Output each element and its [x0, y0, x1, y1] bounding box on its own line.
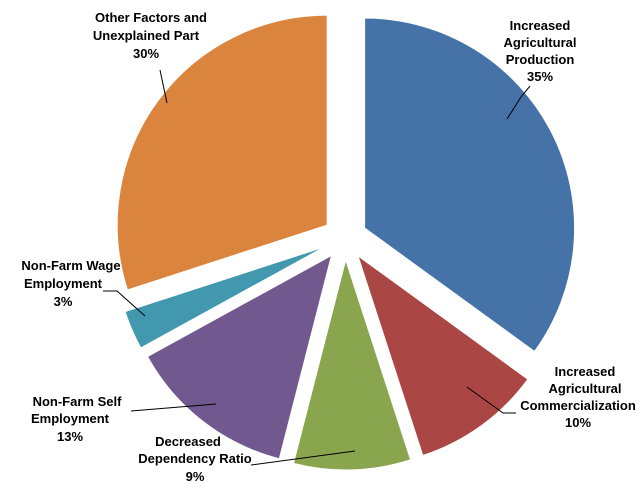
labels-layer: IncreasedAgriculturalProduction35%Increa…	[21, 10, 635, 484]
slice-name-label: Employment	[24, 276, 103, 291]
leader-line	[466, 386, 516, 414]
slice-label: Decreased Dependency Ratio 9%	[138, 434, 251, 484]
slice-percent-label: 3%	[54, 294, 73, 309]
slice-name-label: Other Factors and	[95, 10, 207, 25]
slice-name-label: Agricultural	[504, 35, 577, 50]
slice-label: Other Factors and Unexplained Part 30%	[93, 10, 207, 61]
slice-label: Non-Farm Self Employment 13%	[31, 394, 122, 444]
pie-slice-decreased-dependency-ratio	[292, 258, 412, 471]
slice-name-label: Non-Farm Wage	[21, 258, 120, 273]
leader-line	[159, 69, 168, 104]
slice-label: Non-Farm Wage Employment 3%	[21, 258, 120, 309]
slice-name-label: Non-Farm Self	[33, 394, 123, 409]
leader-line	[103, 290, 146, 317]
slice-name-label: Agricultural	[549, 381, 622, 396]
slice-name-label: Production	[506, 52, 575, 67]
slice-percent-label: 10%	[565, 415, 591, 430]
slice-name-label: Unexplained Part	[93, 28, 200, 43]
slice-name-label: Commercialization	[520, 398, 636, 413]
leader-line	[506, 85, 531, 120]
leader-lines-layer	[103, 69, 531, 466]
slices-layer	[116, 14, 576, 471]
slice-percent-label: 9%	[186, 469, 205, 484]
pie-slice-other-factors-and-unexplained-part	[116, 14, 328, 291]
pie-slice-non-farm-self-employment	[146, 254, 333, 460]
pie-slice-increased-agricultural-commercialization	[356, 254, 529, 457]
pie-slice-non-farm-wage-employment	[124, 246, 326, 349]
slice-percent-label: 30%	[133, 46, 159, 61]
slice-name-label: Dependency Ratio	[138, 451, 251, 466]
slice-percent-label: 35%	[527, 69, 553, 84]
slice-percent-label: 13%	[57, 429, 83, 444]
slice-label: Increased Agricultural Production 35%	[504, 18, 577, 84]
leader-line	[130, 403, 217, 412]
pie-slice-increased-agricultural-production	[364, 17, 576, 353]
slice-name-label: Increased	[555, 364, 616, 379]
slice-name-label: Employment	[31, 411, 110, 426]
slice-label: Increased Agricultural Commercialization 10…	[520, 364, 636, 430]
slice-name-label: Decreased	[155, 434, 221, 449]
leader-line	[250, 450, 356, 466]
slice-name-label: Increased	[510, 18, 571, 33]
